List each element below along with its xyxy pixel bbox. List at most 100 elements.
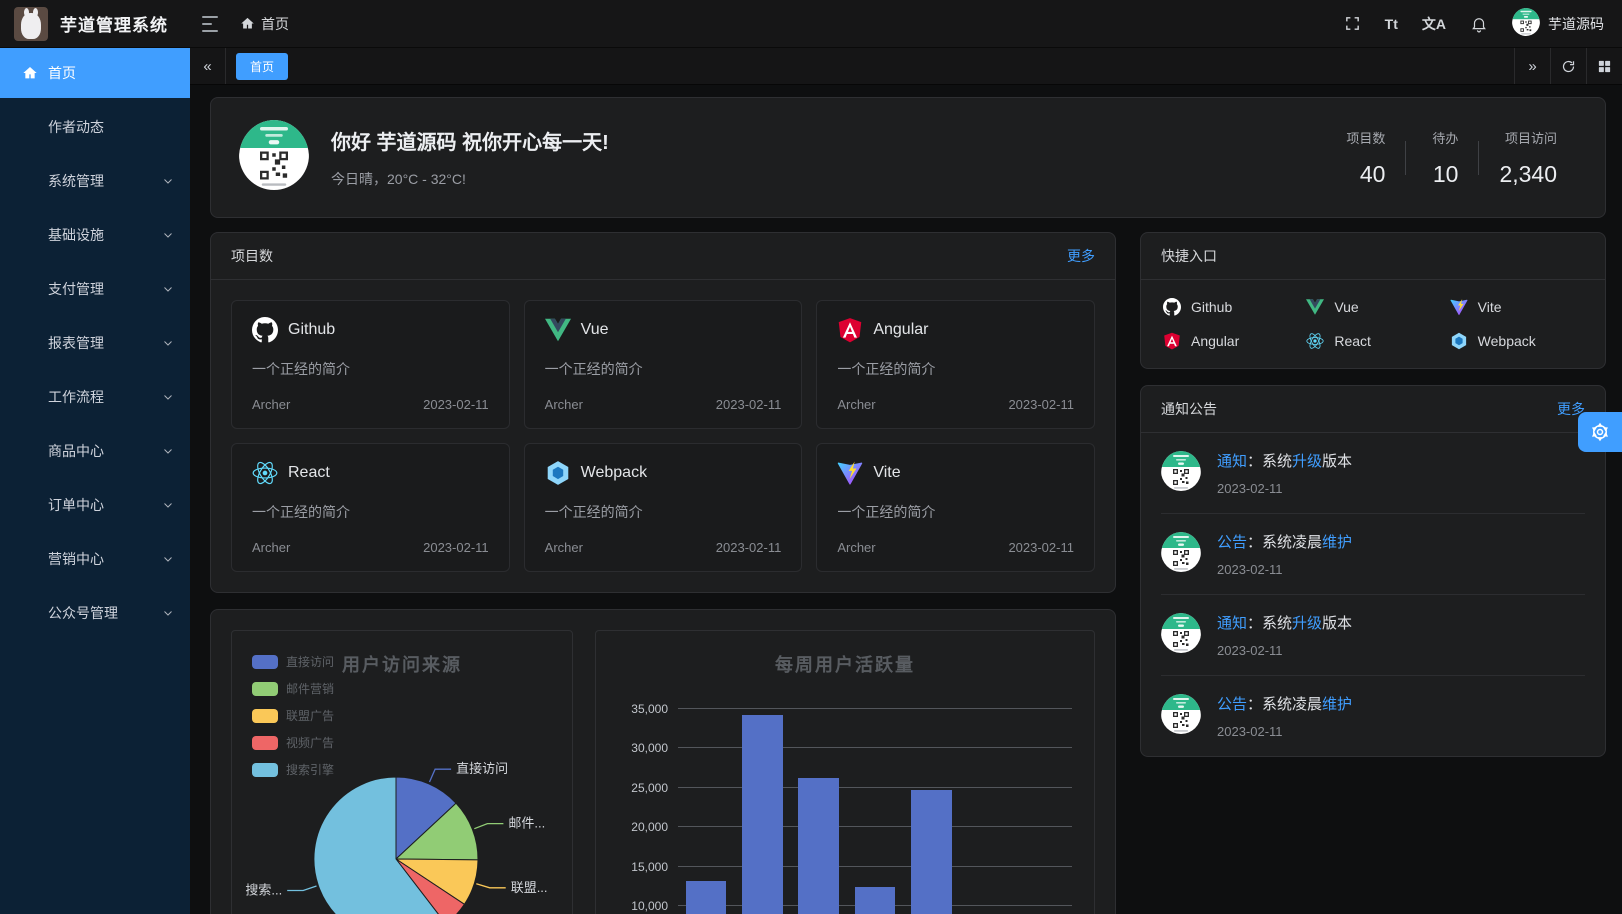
- project-card-vite[interactable]: Vite 一个正经的简介 Archer 2023-02-11: [816, 443, 1095, 572]
- sidebar-item-6[interactable]: 工作流程: [0, 372, 190, 422]
- home-icon: [240, 16, 255, 31]
- shortcut-angular[interactable]: Angular: [1163, 332, 1296, 350]
- sidebar-item-label: 支付管理: [48, 281, 104, 297]
- notice-text-segment: 通知: [1217, 615, 1248, 632]
- settings-fab[interactable]: [1578, 412, 1622, 452]
- sidebar-item-1[interactable]: 作者动态: [0, 102, 190, 152]
- legend-item-视频广告[interactable]: 视频广告: [252, 734, 334, 751]
- chevron-down-icon: [162, 607, 174, 619]
- tabs-scroll-right-button[interactable]: »: [1514, 48, 1550, 84]
- gridline: [678, 708, 1072, 709]
- home-icon: [22, 65, 40, 81]
- project-card-webpack[interactable]: Webpack 一个正经的简介 Archer 2023-02-11: [523, 443, 803, 572]
- project-card-vue[interactable]: Vue 一个正经的简介 Archer 2023-02-11: [523, 300, 803, 429]
- notice-avatar: [1161, 693, 1201, 739]
- shortcut-vite[interactable]: Vite: [1450, 298, 1583, 316]
- project-desc: 一个正经的简介: [544, 504, 643, 520]
- bar-周二: [742, 715, 783, 914]
- y-axis-tick-label: 30,000: [631, 741, 668, 756]
- legend-item-直接访问[interactable]: 直接访问: [252, 653, 334, 670]
- tabs-menu-grid-icon[interactable]: [1586, 48, 1622, 84]
- tabs-scroll-left-button[interactable]: «: [190, 48, 226, 84]
- project-card-react[interactable]: React 一个正经的简介 Archer 2023-02-11: [231, 443, 510, 572]
- notice-item-2[interactable]: 公告：系统凌晨维护 2023-02-11: [1161, 514, 1585, 595]
- sidebar-item-10[interactable]: 公众号管理: [0, 588, 190, 638]
- shortcuts-card-title: 快捷入口: [1161, 248, 1217, 264]
- y-axis-tick-label: 10,000: [631, 899, 668, 914]
- legend-item-邮件营销[interactable]: 邮件营销: [252, 680, 334, 697]
- legend-label: 直接访问: [286, 655, 335, 669]
- font-size-icon[interactable]: Tt: [1384, 15, 1398, 32]
- sidebar-item-8[interactable]: 订单中心: [0, 480, 190, 530]
- shortcut-label: React: [1334, 333, 1371, 349]
- sidebar-item-4[interactable]: 支付管理: [0, 264, 190, 314]
- legend-item-联盟广告[interactable]: 联盟广告: [252, 707, 334, 724]
- sidebar-item-label: 系统管理: [48, 173, 104, 189]
- breadcrumb-home-label: 首页: [261, 15, 289, 32]
- stat-value: 40: [1359, 160, 1386, 187]
- pie-chart-title: 用户访问来源: [342, 655, 462, 675]
- vite-icon: [837, 460, 863, 486]
- tabs: 首页: [226, 48, 1514, 84]
- notice-text-segment: 通知: [1217, 453, 1248, 470]
- notice-item-4[interactable]: 公告：系统凌晨维护 2023-02-11: [1161, 676, 1585, 756]
- sidebar-item-2[interactable]: 系统管理: [0, 156, 190, 206]
- project-card-angular[interactable]: Angular 一个正经的简介 Archer 2023-02-11: [816, 300, 1095, 429]
- username: 芋道源码: [1548, 15, 1604, 32]
- notices-more-link[interactable]: 更多: [1557, 401, 1585, 417]
- notice-avatar: [1161, 450, 1201, 496]
- notice-item-3[interactable]: 通知：系统升级版本 2023-02-11: [1161, 595, 1585, 676]
- greeting-text: 你好 芋道源码 祝你开心每一天!: [331, 132, 609, 154]
- legend-item-搜索引擎[interactable]: 搜索引擎: [252, 761, 334, 778]
- breadcrumb[interactable]: 首页: [240, 14, 289, 34]
- y-axis-tick-label: 35,000: [631, 702, 668, 716]
- sidebar-item-home[interactable]: 首页: [0, 48, 190, 98]
- notices-card: 通知公告 更多 通知：系统升级版本 2023-02-11 公告：系统凌晨维护 2…: [1140, 385, 1606, 757]
- project-author: Archer: [544, 397, 583, 412]
- bar-slot: [678, 709, 734, 914]
- projects-more-link[interactable]: 更多: [1067, 248, 1095, 264]
- tab-home[interactable]: 首页: [236, 52, 289, 80]
- project-date: 2023-02-11: [1008, 397, 1074, 412]
- shortcut-github[interactable]: Github: [1163, 298, 1296, 316]
- sidebar-item-5[interactable]: 报表管理: [0, 318, 190, 368]
- menu-fold-icon[interactable]: [202, 13, 218, 34]
- sidebar-item-7[interactable]: 商品中心: [0, 426, 190, 476]
- gear-icon: [1590, 422, 1610, 442]
- user-menu[interactable]: 芋道源码: [1512, 8, 1604, 39]
- refresh-icon[interactable]: [1550, 48, 1586, 84]
- stat-label: 项目数: [1346, 130, 1386, 146]
- sidebar-item-label: 工作流程: [48, 389, 104, 405]
- notice-text-segment: 版本: [1322, 615, 1353, 632]
- legend-label: 搜索引擎: [286, 763, 335, 777]
- vue-icon: [1306, 298, 1325, 316]
- gridline: [678, 865, 1072, 867]
- sidebar-item-3[interactable]: 基础设施: [0, 210, 190, 260]
- shortcut-label: Github: [1191, 299, 1233, 315]
- project-card-github[interactable]: Github 一个正经的简介 Archer 2023-02-11: [231, 300, 510, 429]
- shortcut-react[interactable]: React: [1306, 332, 1439, 350]
- language-icon[interactable]: 文A: [1421, 15, 1446, 32]
- fullscreen-icon[interactable]: [1344, 15, 1361, 32]
- notification-bell-icon[interactable]: [1470, 15, 1488, 33]
- project-desc: 一个正经的简介: [252, 504, 350, 520]
- shortcut-webpack[interactable]: Webpack: [1450, 332, 1583, 350]
- project-name: Angular: [873, 321, 929, 338]
- shortcut-vue[interactable]: Vue: [1306, 298, 1439, 316]
- legend-swatch: [252, 762, 278, 777]
- project-name: Vue: [580, 321, 609, 338]
- project-name: React: [288, 464, 330, 481]
- chevron-down-icon: [162, 499, 174, 511]
- vite-icon: [1450, 298, 1468, 316]
- sidebar: 首页 作者动态系统管理基础设施支付管理报表管理工作流程商品中心 订单中心 营销中心 公众…: [0, 48, 190, 914]
- notice-text-segment: 升级: [1292, 453, 1323, 470]
- sidebar-item-9[interactable]: 营销中心: [0, 534, 190, 584]
- react-icon: [1306, 332, 1324, 350]
- notice-date: 2023-02-11: [1217, 643, 1283, 658]
- project-date: 2023-02-11: [1008, 540, 1074, 555]
- project-date: 2023-02-11: [423, 397, 489, 412]
- notice-item-1[interactable]: 通知：系统升级版本 2023-02-11: [1161, 433, 1585, 514]
- bar-周四: [854, 887, 896, 914]
- notice-text-segment: 公告: [1217, 696, 1248, 713]
- user-avatar: [1512, 8, 1540, 39]
